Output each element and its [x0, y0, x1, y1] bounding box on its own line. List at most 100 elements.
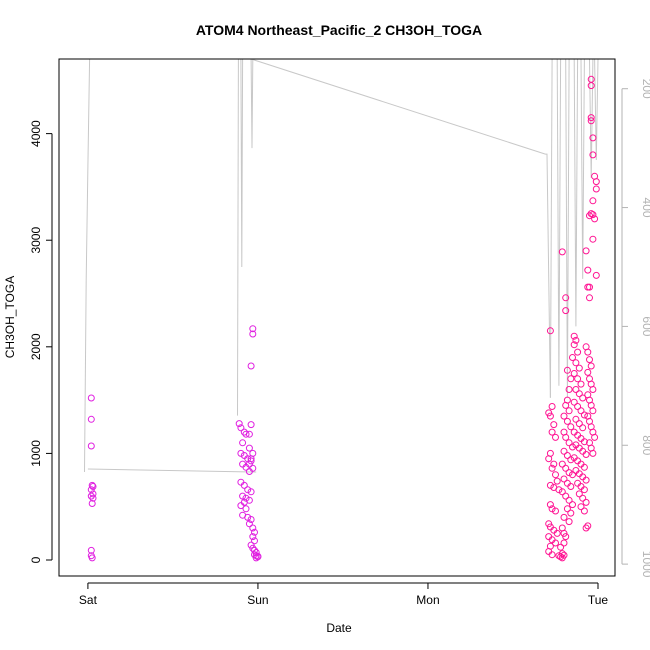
- data-point: [249, 533, 257, 541]
- data-point: [582, 524, 590, 532]
- data-point: [240, 481, 248, 489]
- right-tick-label: 400: [640, 198, 650, 218]
- data-point: [570, 370, 578, 377]
- data-point: [552, 471, 559, 479]
- data-point: [562, 307, 570, 315]
- data-point: [245, 430, 253, 438]
- data-point: [87, 394, 95, 402]
- data-point: [570, 332, 578, 340]
- data-point: [565, 386, 573, 393]
- data-point: [589, 151, 597, 159]
- data-point: [565, 496, 573, 504]
- data-point: [562, 464, 570, 472]
- data-point: [582, 247, 590, 255]
- data-point: [550, 460, 558, 468]
- data-point: [569, 354, 576, 361]
- data-point: [546, 501, 554, 509]
- data-point: [582, 451, 590, 458]
- data-point: [587, 114, 595, 122]
- data-point: [589, 197, 597, 205]
- data-point: [546, 481, 554, 489]
- data-point: [546, 327, 554, 335]
- data-point: [592, 185, 600, 193]
- data-point: [545, 455, 553, 463]
- data-point: [560, 551, 568, 559]
- data-point: [565, 469, 573, 477]
- data-point: [552, 539, 559, 547]
- data-point: [586, 212, 593, 220]
- data-point: [254, 552, 262, 560]
- data-point: [249, 524, 257, 532]
- y-tick-label: 0: [29, 556, 43, 563]
- data-point: [567, 509, 575, 517]
- data-point: [584, 266, 592, 274]
- data-point: [577, 407, 585, 415]
- data-point: [546, 412, 554, 420]
- data-point: [582, 498, 590, 506]
- data-point: [565, 518, 573, 526]
- data-point: [239, 439, 247, 447]
- data-point: [569, 501, 576, 509]
- data-point: [577, 380, 585, 388]
- data-point: [580, 507, 588, 515]
- data-point: [548, 551, 556, 559]
- data-point: [244, 486, 252, 494]
- data-point: [251, 537, 258, 545]
- data-point: [587, 82, 595, 90]
- data-point: [587, 362, 595, 370]
- data-point: [584, 522, 592, 530]
- data-point: [572, 336, 580, 344]
- data-point: [589, 211, 597, 219]
- data-point: [575, 420, 583, 428]
- data-point: [247, 516, 255, 523]
- data-point: [557, 543, 565, 551]
- data-point: [87, 546, 95, 554]
- chart-title: ATOM4 Northeast_Pacific_2 CH3OH_TOGA: [196, 22, 482, 38]
- right-tick-label: 1000: [640, 551, 650, 578]
- altitude-line: [84, 58, 91, 473]
- data-point: [558, 460, 566, 468]
- data-point: [563, 417, 571, 425]
- y-tick-label: 4000: [29, 120, 43, 147]
- data-point: [237, 449, 245, 457]
- data-point: [558, 248, 566, 256]
- data-point: [251, 528, 258, 536]
- data-point: [589, 407, 597, 415]
- data-point: [249, 330, 257, 338]
- data-point: [569, 443, 576, 451]
- altitude-line: [580, 58, 585, 279]
- data-point: [553, 529, 561, 537]
- data-point: [586, 294, 593, 302]
- x-tick-label: Sun: [247, 593, 268, 607]
- right-tick-label: 600: [640, 316, 650, 336]
- x-axis-label: Date: [326, 621, 352, 635]
- data-point: [249, 544, 257, 552]
- data-point: [235, 420, 243, 428]
- altitude-line-layer: [84, 58, 599, 473]
- x-axis: Sat Sun Mon Tue: [79, 582, 608, 607]
- data-point: [589, 449, 597, 457]
- data-point: [592, 271, 600, 279]
- data-point: [88, 481, 96, 489]
- data-point: [563, 452, 571, 459]
- y-tick-label: 2000: [29, 333, 43, 360]
- data-point: [555, 486, 563, 494]
- data-point: [249, 464, 257, 472]
- plot-frame: [58, 58, 616, 577]
- altitude-line: [246, 58, 254, 149]
- data-point: [558, 488, 566, 496]
- data-point: [586, 356, 593, 364]
- data-point: [560, 475, 568, 483]
- data-point: [87, 415, 95, 423]
- data-point: [562, 401, 570, 409]
- data-point: [87, 492, 95, 500]
- right-axis: 200 400 600 800 1000: [621, 79, 650, 578]
- data-point: [242, 505, 250, 513]
- data-point: [553, 477, 561, 485]
- data-point: [242, 430, 250, 438]
- y-tick-label: 1000: [29, 440, 43, 467]
- altitude-line: [565, 58, 570, 398]
- data-point: [575, 390, 583, 398]
- data-point: [252, 554, 260, 562]
- data-point: [582, 476, 590, 484]
